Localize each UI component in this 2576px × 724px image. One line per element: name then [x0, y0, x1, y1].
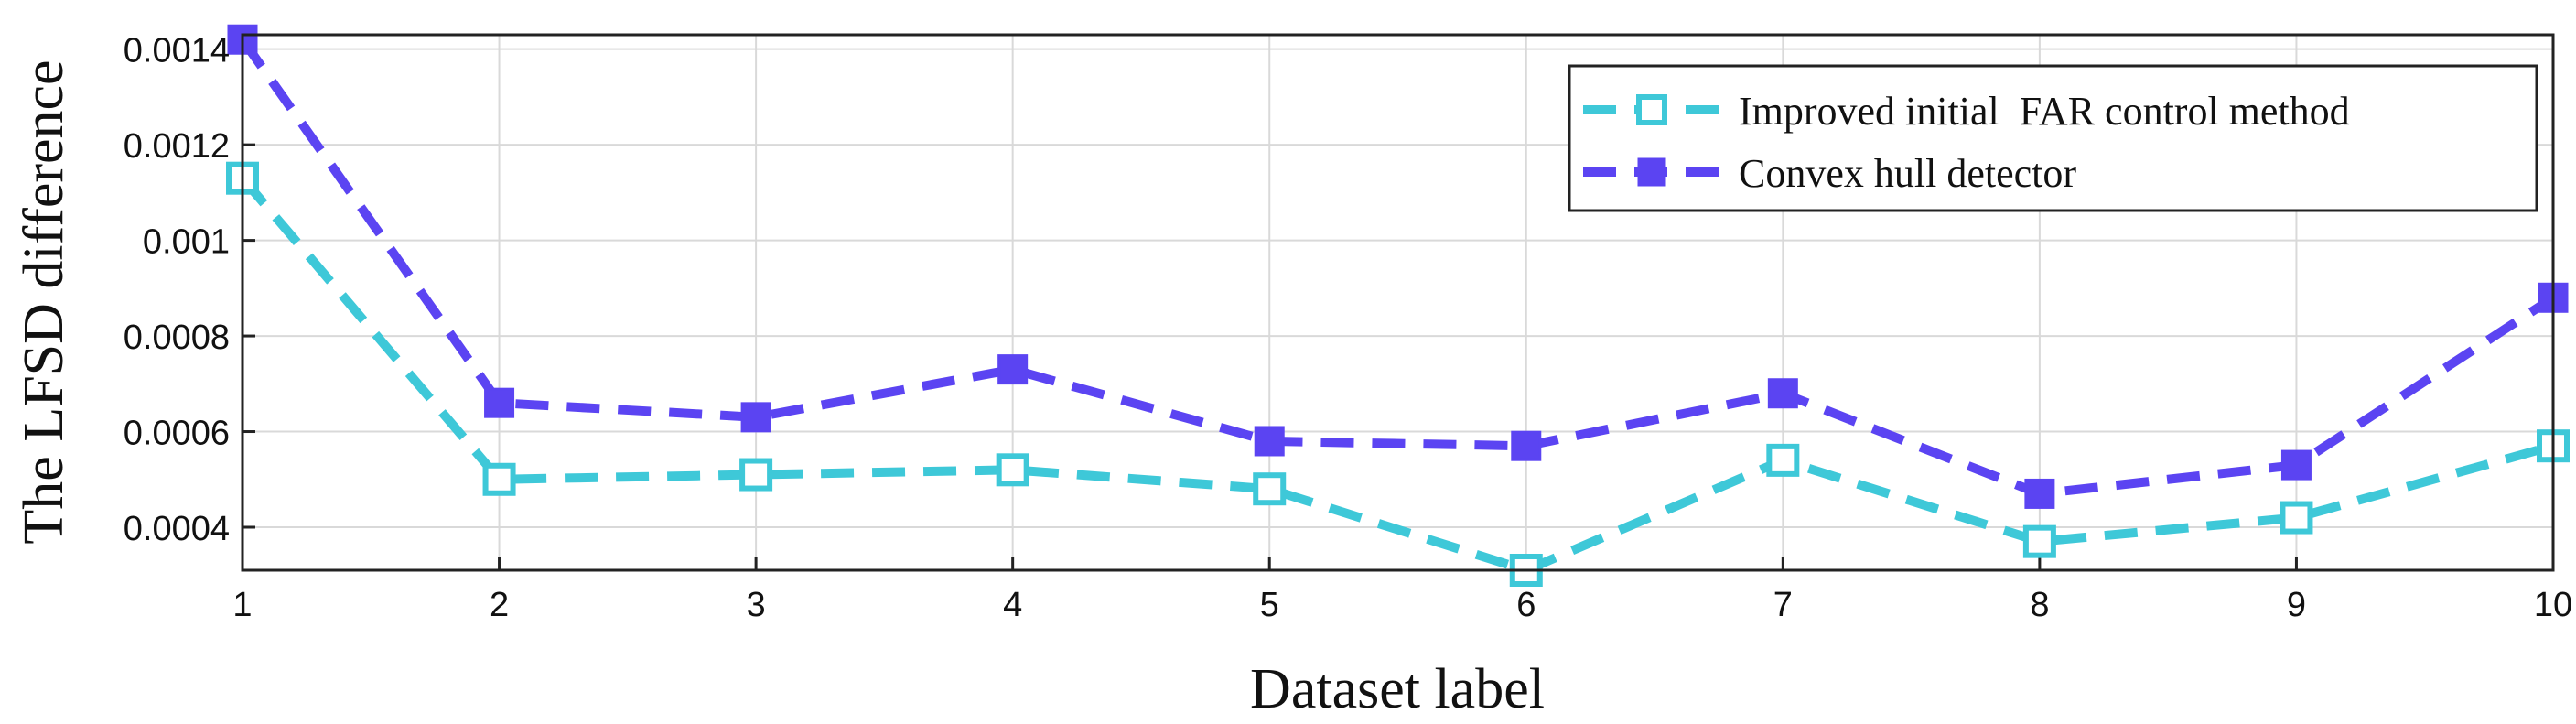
x-tick-label: 10 — [2534, 586, 2572, 624]
data-point-convex — [1254, 426, 1285, 457]
legend-box — [1568, 64, 2538, 212]
series-lines — [226, 24, 2570, 587]
data-point-improved — [1766, 443, 1800, 477]
x-axis-title: Dataset label — [1250, 658, 1545, 720]
legend-label-improved: Improved initial FAR control method — [1739, 89, 2350, 134]
x-tick-label: 9 — [2287, 586, 2306, 624]
data-point-improved — [2280, 501, 2313, 535]
series-line-convex — [238, 37, 2556, 499]
x-tick-label: 4 — [1003, 586, 1022, 624]
data-point-improved — [739, 458, 773, 492]
data-point-convex — [1511, 430, 1542, 461]
legend-marker-convex — [1637, 157, 1666, 187]
data-point-convex — [740, 402, 771, 433]
data-point-convex — [1767, 378, 1798, 409]
data-point-improved — [2022, 524, 2056, 558]
x-tick-label: 6 — [1516, 586, 1536, 624]
data-point-convex — [2280, 449, 2312, 481]
legend-marker-improved — [1636, 94, 1667, 125]
data-point-convex — [2024, 478, 2055, 509]
x-tick-label: 3 — [747, 586, 766, 624]
x-tick-label: 8 — [2030, 586, 2049, 624]
y-tick-label: 0.0008 — [124, 319, 230, 357]
x-tick-label: 7 — [1773, 586, 1793, 624]
legend-label-convex: Convex hull detector — [1739, 151, 2076, 196]
series-line-improved — [239, 175, 2555, 575]
data-point-improved — [996, 453, 1029, 487]
data-point-improved — [482, 462, 516, 496]
y-axis-title: The LFSD difference — [13, 59, 75, 544]
y-tick-label: 0.0004 — [124, 510, 230, 548]
tick-labels: 1 2 3 4 5 6 7 8 9 10 0.0004 0.0006 0.0008 0.001 0.0012… — [124, 32, 2572, 624]
y-tick-label: 0.0012 — [124, 127, 230, 166]
x-tick-label: 5 — [1260, 586, 1279, 624]
data-point-convex — [997, 354, 1029, 385]
y-tick-label: 0.001 — [143, 223, 230, 262]
x-tick-label: 2 — [490, 586, 509, 624]
plot-frame — [241, 33, 2555, 572]
data-point-improved — [1253, 472, 1287, 506]
x-tick-label: 1 — [232, 586, 252, 624]
data-point-convex — [484, 387, 515, 418]
legend: Improved initial FAR control method Conv… — [1568, 64, 2538, 212]
y-tick-label: 0.0006 — [124, 415, 230, 453]
y-tick-label: 0.0014 — [124, 32, 230, 70]
